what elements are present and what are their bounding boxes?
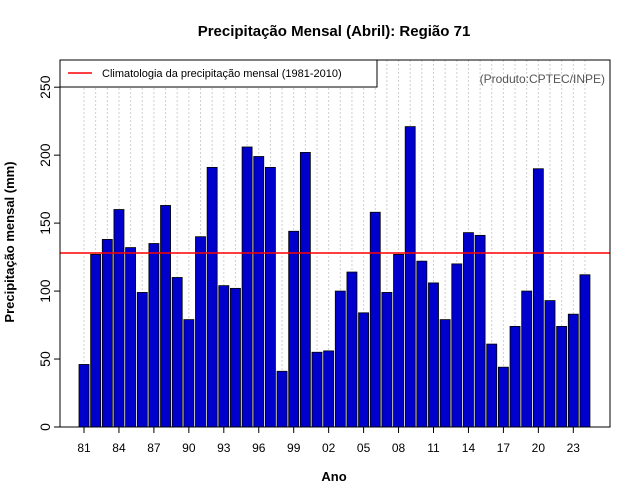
x-tick-label: 08 [392,441,406,455]
bar-81 [78,364,90,428]
bar-93 [218,285,230,428]
bar-23 [567,313,579,428]
bar-90 [183,319,195,428]
x-tick-label: 99 [287,441,301,455]
x-tick-label: 87 [147,441,161,455]
bar-89 [171,277,183,428]
bar-99 [288,230,300,428]
bar-13 [451,263,463,428]
bar-92 [206,166,218,428]
y-tick-label: 100 [37,279,53,303]
y-axis-label: Precipitação mensal (mm) [2,161,17,322]
bar-94 [230,287,241,428]
bar-05 [358,312,370,428]
bar-08 [393,253,404,428]
x-tick-label: 90 [182,441,196,455]
chart-title: Precipitação Mensal (Abril): Região 71 [198,23,471,40]
bar-98 [276,370,288,428]
bar-12 [439,319,451,428]
bar-14 [463,232,474,428]
y-tick-label: 250 [37,75,53,99]
bar-19 [521,290,533,428]
bar-20 [532,168,544,428]
bar-17 [497,366,509,428]
bar-86 [136,292,148,428]
bar-97 [264,166,276,428]
bar-04 [346,271,358,428]
bar-91 [195,236,206,428]
x-tick-label: 96 [252,441,266,455]
x-tick-label: 20 [532,441,546,455]
bar-85 [125,247,137,428]
legend-label: Climatologia da precipitação mensal (198… [102,68,342,80]
x-tick-label: 11 [427,441,440,455]
bar-18 [509,326,521,428]
bar-87 [148,243,160,428]
bar-95 [241,146,253,428]
source-note: (Produto:CPTEC/INPE) [480,72,605,86]
x-axis: 81 84 87 90 93 96 99 02 05 08 11 14 17 20 23 [77,427,580,455]
y-tick-label: 150 [37,211,53,235]
bar-00 [299,152,311,428]
bar-88 [160,205,171,428]
legend-box [59,59,378,88]
x-tick-label: 02 [322,441,336,455]
bar-10 [416,260,428,428]
bar-21 [544,300,556,428]
y-tick-label: 0 [37,423,53,431]
bar-01 [311,351,323,428]
bar-07 [381,292,393,428]
bar-83 [101,239,113,428]
x-tick-label: 14 [462,441,476,455]
x-tick-label: 84 [112,441,126,455]
x-tick-label: 23 [567,441,581,455]
bar-82 [90,253,102,428]
legend: Climatologia da precipitação mensal (198… [59,59,378,88]
y-tick-label: 50 [37,351,53,367]
y-tick-label: 200 [37,143,53,167]
bar-11 [428,282,439,428]
bar-16 [486,343,498,428]
bar-03 [334,290,346,428]
bar-06 [369,211,381,428]
y-axis: 0 50 100 150 200 250 [37,75,60,431]
bars [78,126,591,428]
x-tick-label: 17 [497,441,511,455]
x-tick-label: 05 [357,441,371,455]
x-axis-label: Ano [321,469,346,484]
bar-84 [113,209,125,428]
x-tick-label: 81 [77,441,91,455]
x-tick-label: 93 [217,441,231,455]
bar-02 [323,350,335,428]
bar-24 [579,274,591,428]
bar-15 [474,234,486,428]
bar-96 [253,156,265,428]
bar-09 [404,126,416,428]
bar-22 [556,326,568,428]
